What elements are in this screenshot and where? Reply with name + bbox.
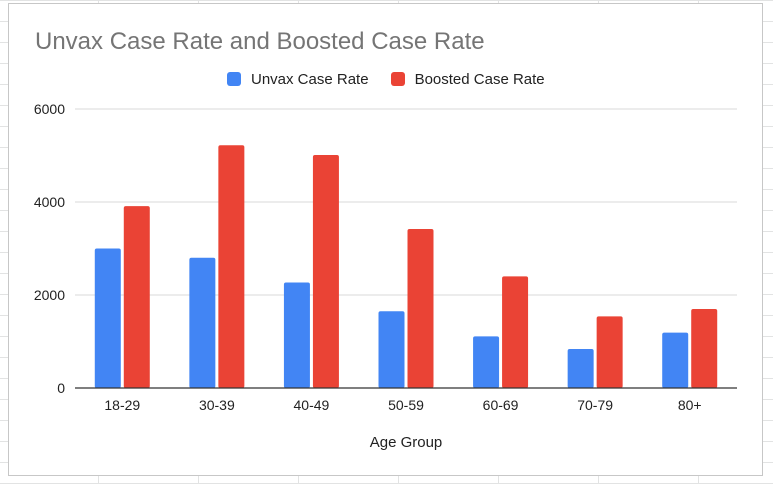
legend-item-unvax[interactable]: Unvax Case Rate bbox=[227, 71, 369, 88]
x-axis-title: Age Group bbox=[370, 434, 443, 451]
bar-unvax[interactable] bbox=[378, 311, 405, 388]
x-tick-label: 60-69 bbox=[483, 397, 519, 413]
x-tick-label: 40-49 bbox=[294, 397, 330, 413]
bar-boosted[interactable] bbox=[407, 228, 434, 388]
y-tick-label: 2000 bbox=[34, 287, 65, 303]
legend-item-boosted[interactable]: Boosted Case Rate bbox=[390, 70, 545, 88]
bar-boosted[interactable] bbox=[596, 316, 623, 388]
bar-unvax[interactable] bbox=[662, 332, 689, 388]
bar-unvax[interactable] bbox=[283, 282, 310, 388]
legend-label-unvax: Unvax Case Rate bbox=[251, 70, 369, 88]
x-tick-label: 50-59 bbox=[388, 397, 424, 413]
bar-boosted[interactable] bbox=[312, 155, 339, 388]
bar-boosted[interactable] bbox=[123, 206, 150, 388]
legend-swatch-boosted bbox=[390, 72, 405, 86]
x-tick-label: 70-79 bbox=[577, 397, 613, 413]
chart-legend: Unvax Case Rate Boosted Case Rate bbox=[227, 67, 545, 91]
bar-boosted[interactable] bbox=[502, 276, 529, 388]
y-tick-label: 6000 bbox=[34, 101, 65, 117]
y-tick-label: 0 bbox=[57, 380, 65, 396]
bar-unvax[interactable] bbox=[567, 348, 594, 388]
bar-boosted[interactable] bbox=[691, 308, 718, 388]
chart-card[interactable]: Unvax Case Rate and Boosted Case Rate Un… bbox=[8, 3, 763, 476]
y-tick-label: 4000 bbox=[34, 194, 65, 210]
x-tick-label: 30-39 bbox=[199, 397, 235, 413]
plot-area: 0 2000 4000 6000 18-29 30-39 40-49 50-59 60-69 70… bbox=[34, 101, 737, 451]
x-tick-label: 18-29 bbox=[104, 397, 140, 413]
chart-title: Unvax Case Rate and Boosted Case Rate bbox=[35, 28, 485, 55]
x-tick-label: 80+ bbox=[678, 397, 702, 413]
bar-boosted[interactable] bbox=[218, 145, 245, 388]
legend-swatch-unvax bbox=[227, 72, 241, 86]
legend-label-boosted: Boosted Case Rate bbox=[414, 70, 545, 88]
bar-unvax[interactable] bbox=[189, 257, 216, 388]
bar-unvax[interactable] bbox=[473, 336, 500, 388]
bar-unvax[interactable] bbox=[94, 248, 121, 389]
